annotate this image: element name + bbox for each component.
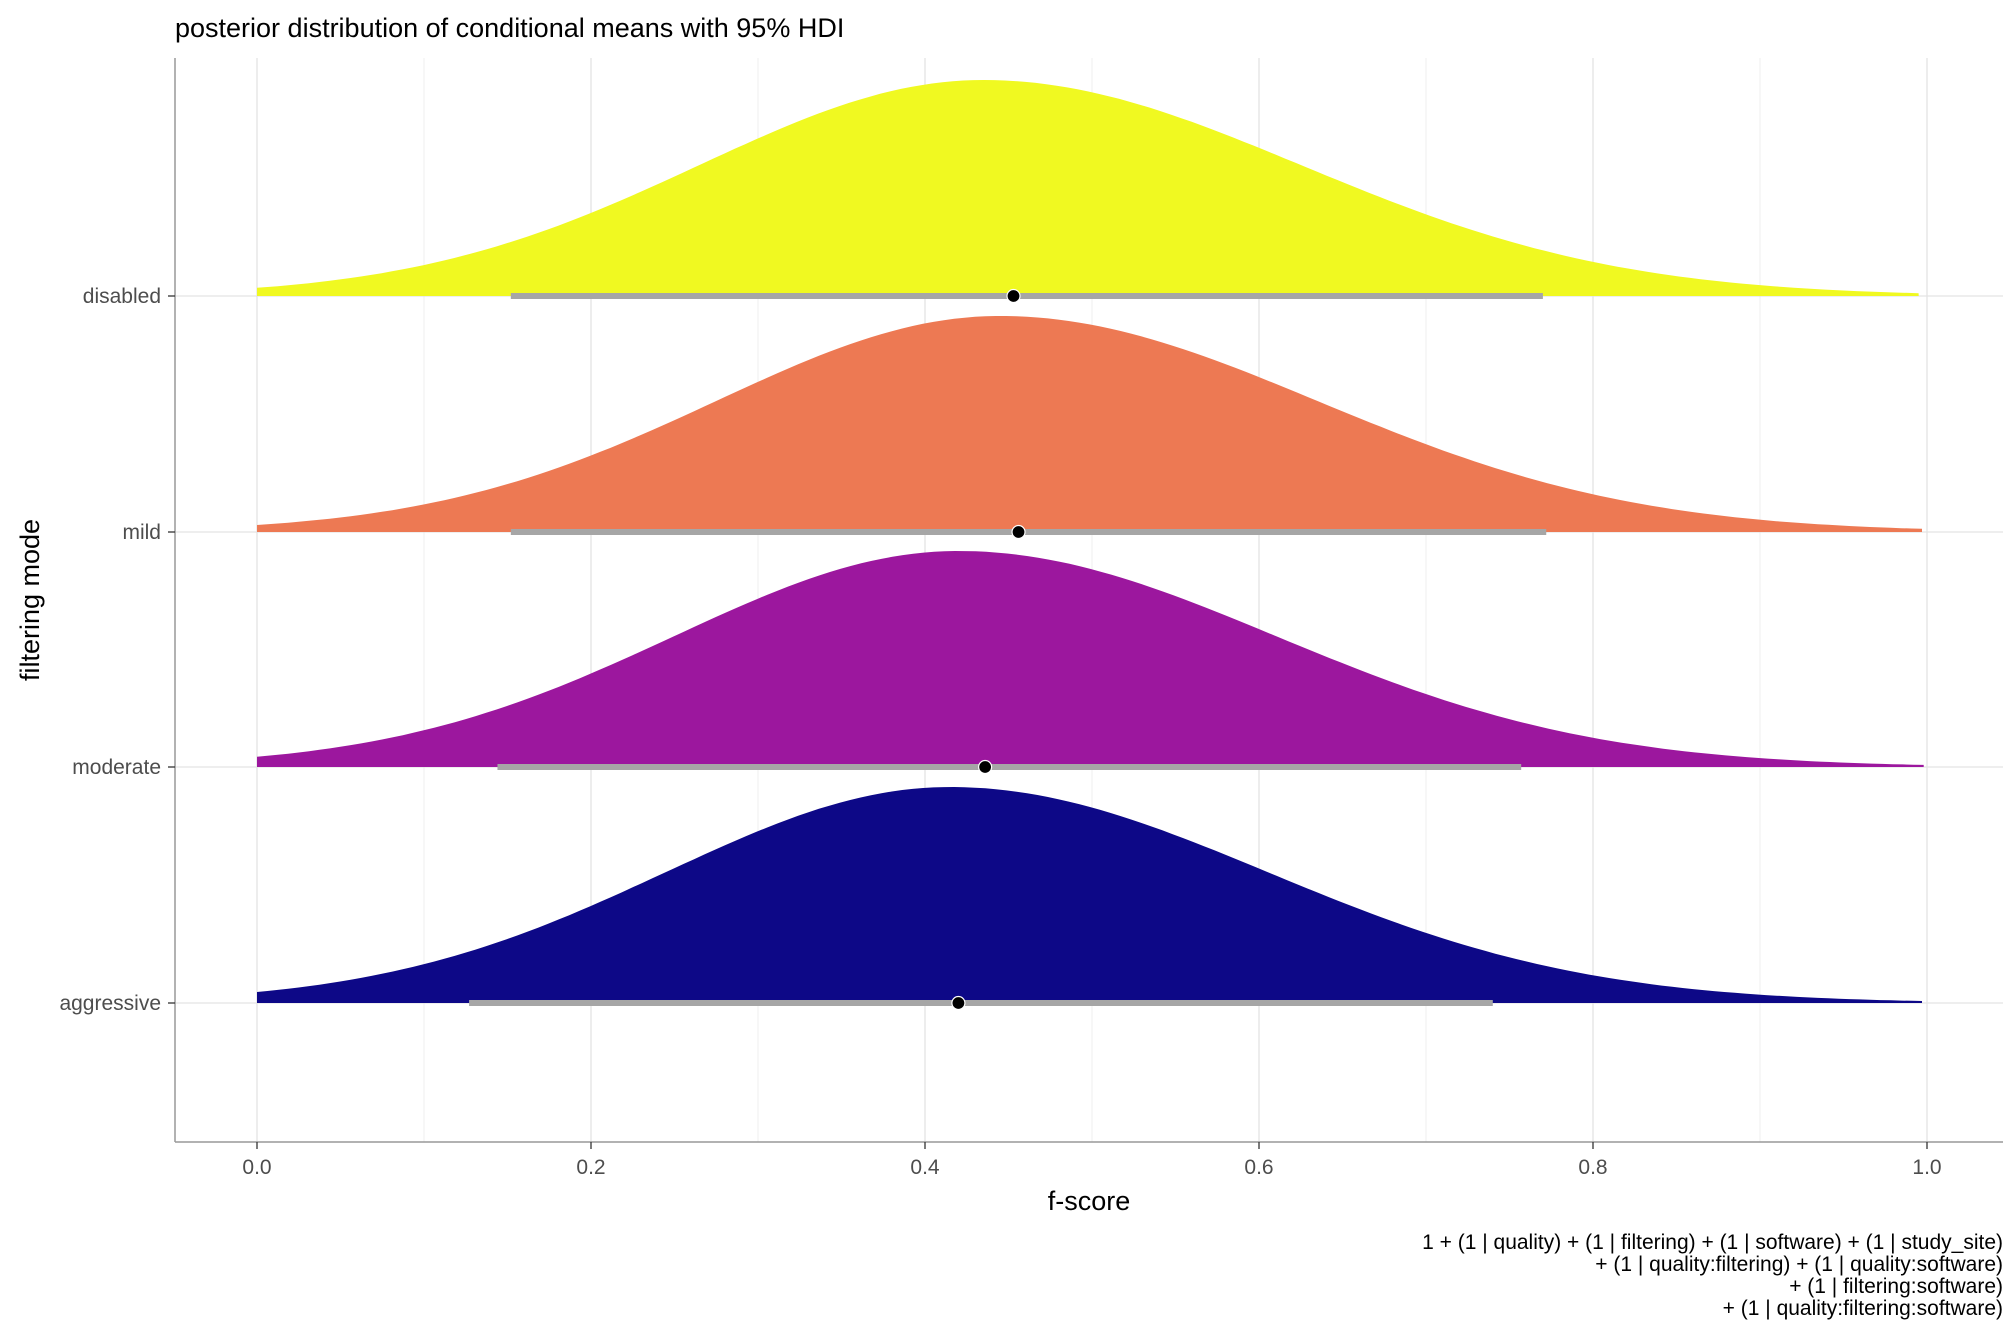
y-tick-label-mild: mild bbox=[122, 521, 161, 544]
density-moderate bbox=[257, 551, 1924, 767]
x-tick-label: 0.0 bbox=[242, 1156, 271, 1179]
point-estimate-disabled bbox=[1006, 288, 1021, 304]
x-axis-title: f-score bbox=[1048, 1186, 1131, 1216]
density-ridges bbox=[257, 80, 1924, 1003]
caption-line: 1 + (1 | quality) + (1 | filtering) + (1… bbox=[1422, 1231, 2003, 1254]
y-axis-title: filtering mode bbox=[15, 519, 45, 681]
y-tick-label-disabled: disabled bbox=[83, 285, 161, 308]
caption-line: + (1 | filtering:software) bbox=[1789, 1275, 2003, 1298]
y-tick-label-moderate: moderate bbox=[72, 756, 161, 779]
hdi-intervals bbox=[469, 293, 1547, 1006]
caption-line: + (1 | quality:filtering:software) bbox=[1723, 1297, 2003, 1320]
y-axis-ticks: disabled mild moderate aggressive bbox=[59, 285, 175, 1015]
density-mild bbox=[257, 316, 1922, 532]
x-axis-ticks: 0.0 0.2 0.4 0.6 0.8 1.0 bbox=[242, 1142, 1942, 1179]
x-tick-label: 0.6 bbox=[1244, 1156, 1273, 1179]
point-estimate-moderate bbox=[978, 759, 993, 775]
x-tick-label: 0.8 bbox=[1578, 1156, 1607, 1179]
caption-line: + (1 | quality:filtering) + (1 | quality… bbox=[1595, 1253, 2003, 1276]
density-disabled bbox=[257, 80, 1919, 296]
point-estimates bbox=[951, 288, 1026, 1011]
density-aggressive bbox=[257, 787, 1922, 1003]
y-tick-label-aggressive: aggressive bbox=[59, 992, 161, 1015]
x-tick-label: 1.0 bbox=[1912, 1156, 1941, 1179]
chart-title: posterior distribution of conditional me… bbox=[175, 13, 844, 43]
model-formula-caption: 1 + (1 | quality) + (1 | filtering) + (1… bbox=[1422, 1231, 2003, 1320]
x-tick-label: 0.4 bbox=[910, 1156, 940, 1179]
x-tick-label: 0.2 bbox=[576, 1156, 605, 1179]
point-estimate-mild bbox=[1011, 524, 1026, 540]
point-estimate-aggressive bbox=[951, 995, 966, 1011]
